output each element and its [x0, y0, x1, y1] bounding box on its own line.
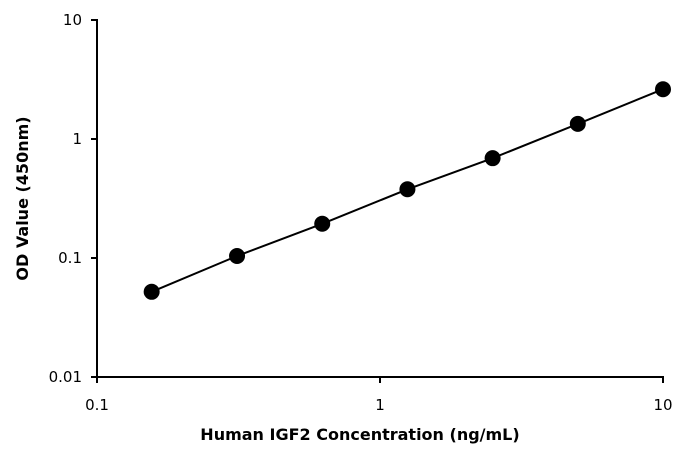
y-axis-title: OD Value (450nm)	[13, 116, 32, 280]
series	[143, 81, 671, 300]
axes	[96, 19, 664, 378]
data-point	[484, 150, 501, 167]
data-point	[655, 81, 671, 98]
y-tick-label: 0.1	[58, 249, 82, 267]
y-tick-label: 0.01	[49, 368, 82, 386]
ticks	[91, 19, 664, 383]
data-point	[314, 215, 331, 232]
data-point	[229, 247, 246, 264]
data-point	[399, 181, 416, 198]
data-point	[143, 283, 160, 300]
x-tick-label: 10	[653, 396, 672, 414]
y-tick-label: 10	[63, 11, 82, 29]
data-point	[569, 115, 586, 132]
y-tick-label: 1	[72, 130, 82, 148]
x-axis-title: Human IGF2 Concentration (ng/mL)	[200, 425, 519, 444]
x-tick-label: 1	[375, 396, 385, 414]
x-tick-label: 0.1	[85, 396, 109, 414]
